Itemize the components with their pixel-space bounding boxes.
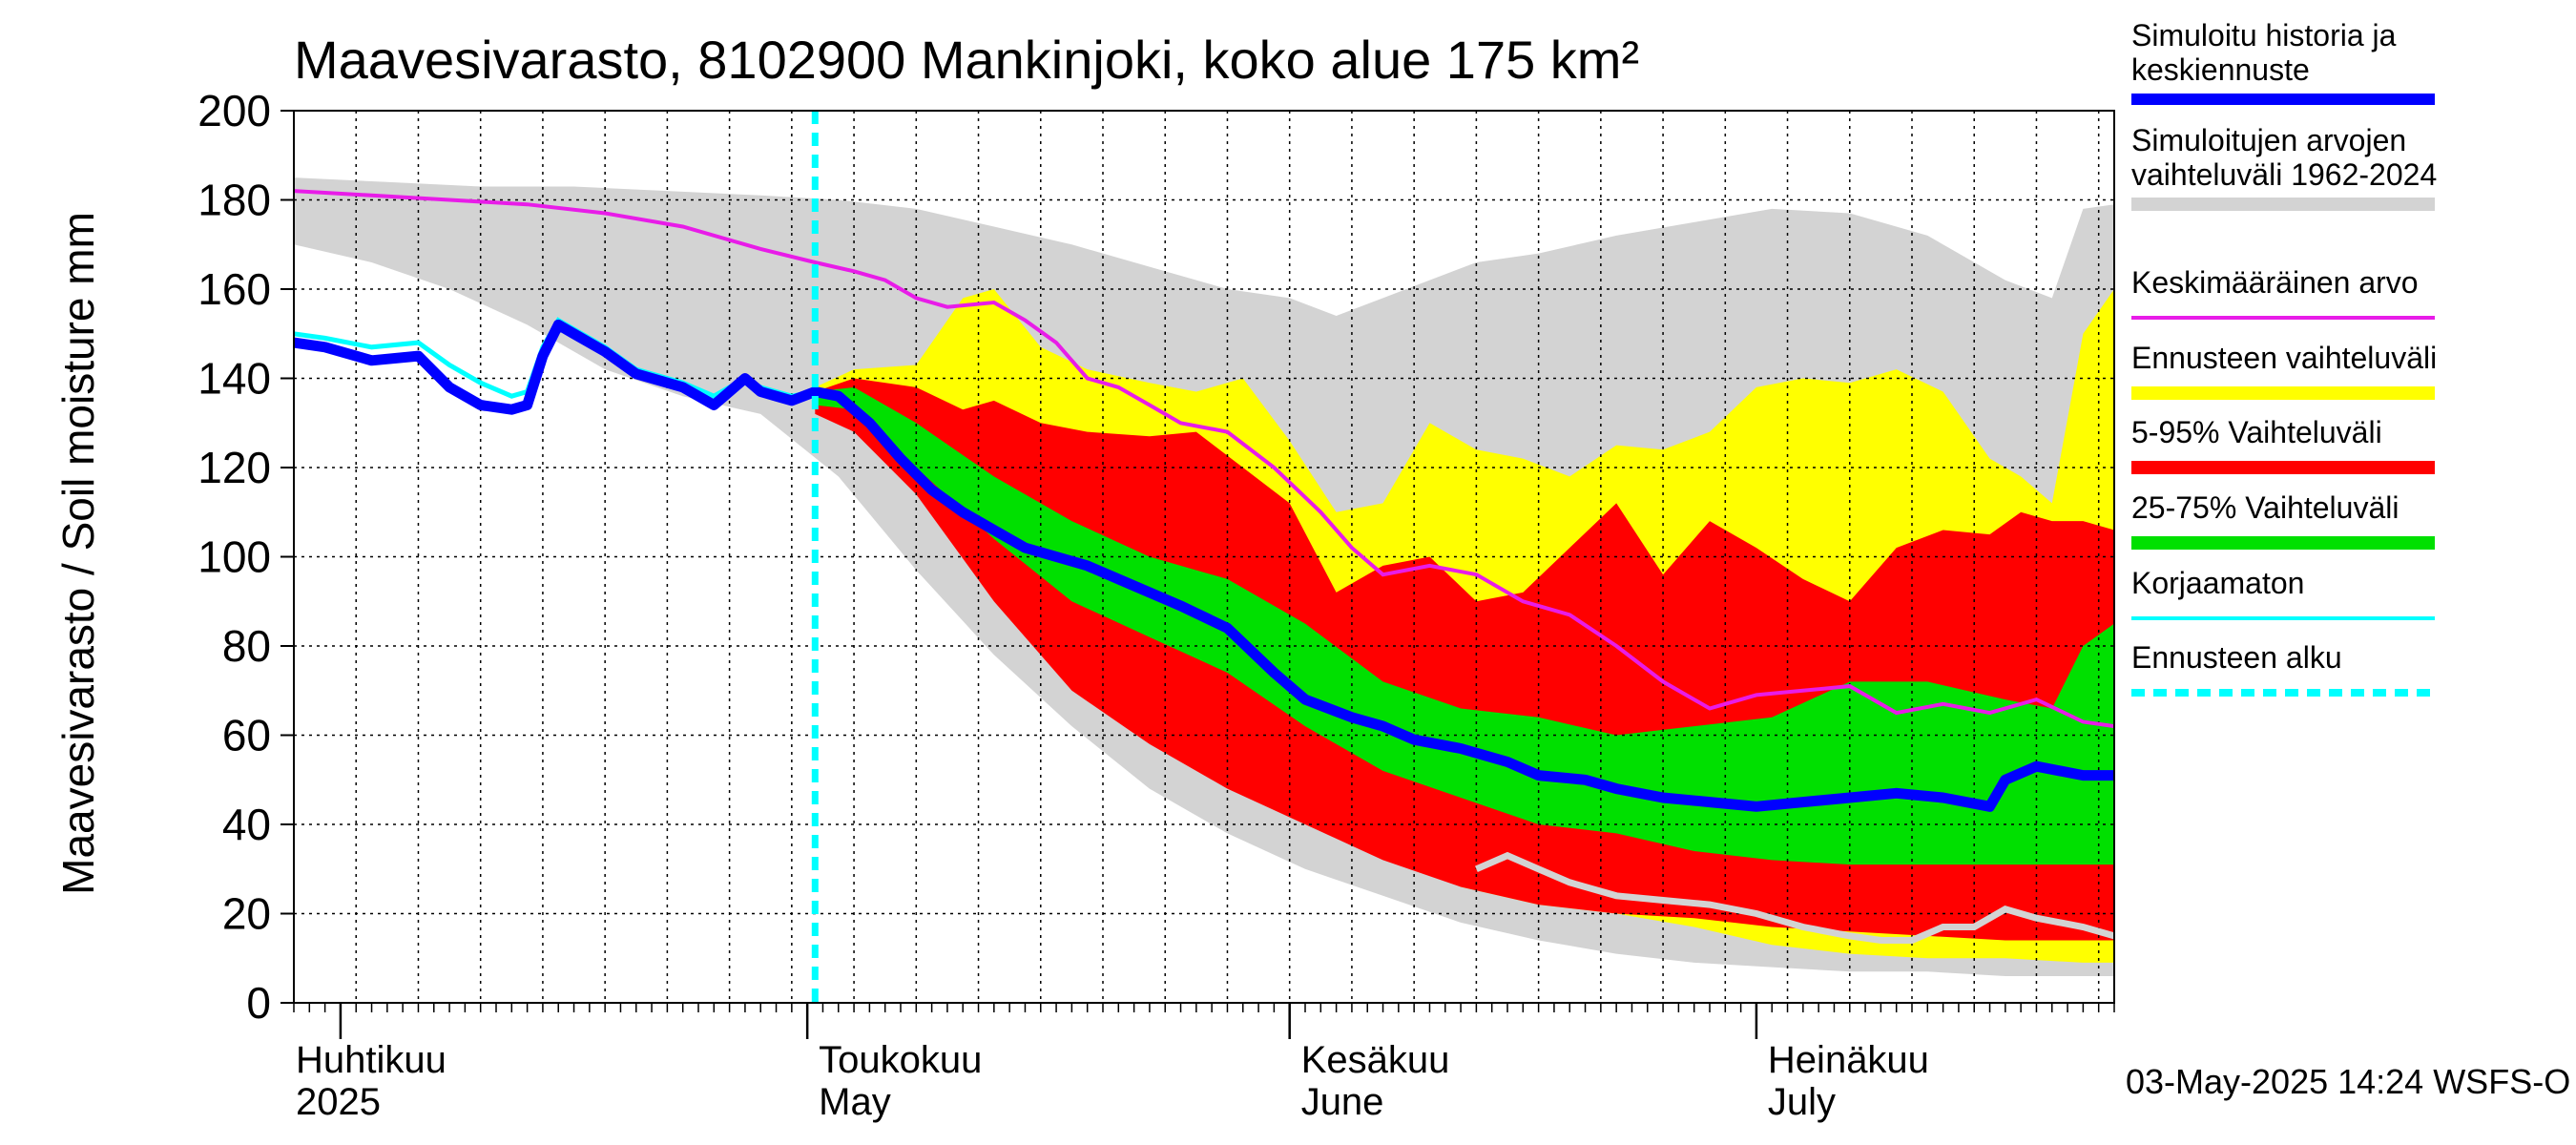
legend-label: keskiennuste xyxy=(2131,52,2310,87)
series-lines xyxy=(293,111,2115,1003)
legend-label: vaihteluväli 1962-2024 xyxy=(2131,157,2437,192)
y-tick-label: 40 xyxy=(222,800,271,849)
legend-label: 25-75% Vaihteluväli xyxy=(2131,490,2399,525)
y-tick-label: 20 xyxy=(222,889,271,939)
range-25-75-band xyxy=(815,386,2114,865)
legend-label: Simuloitu historia ja xyxy=(2131,18,2397,52)
simulated-forecast-line xyxy=(293,319,2114,812)
y-tick-label: 100 xyxy=(197,532,271,582)
x-axis-ticks xyxy=(293,1003,2115,1039)
y-tick-label: 160 xyxy=(197,264,271,314)
y-axis-label: Maavesivarasto / Soil moisture mm xyxy=(53,212,103,895)
month-label-en: 2025 xyxy=(296,1081,381,1123)
month-label-fi: Heinäkuu xyxy=(1768,1039,1929,1081)
legend-label: Keskimääräinen arvo xyxy=(2131,265,2419,300)
legend-label: Korjaamaton xyxy=(2131,566,2304,600)
chart-title: Maavesivarasto, 8102900 Mankinjoki, koko… xyxy=(294,30,1639,90)
y-tick-label: 0 xyxy=(246,978,271,1028)
y-tick-label: 140 xyxy=(197,354,271,404)
mean-value-line xyxy=(293,189,2115,729)
y-tick-label: 180 xyxy=(197,176,271,225)
timestamp-footer: 03-May-2025 14:24 WSFS-O xyxy=(2126,1062,2570,1101)
legend-label: Simuloitujen arvojen xyxy=(2131,123,2406,157)
month-label-en: July xyxy=(1768,1081,1836,1123)
y-tick-label: 60 xyxy=(222,711,271,760)
y-axis-ticks: 0 20 40 60 80 100 120 140 160 180 200 xyxy=(197,86,294,1028)
y-tick-label: 200 xyxy=(197,86,271,135)
month-label-en: May xyxy=(819,1081,891,1123)
month-label-fi: Huhtikuu xyxy=(296,1039,447,1081)
y-tick-label: 80 xyxy=(222,621,271,671)
legend-label: Ennusteen vaihteluväli xyxy=(2131,341,2437,375)
range-bands xyxy=(294,177,2114,977)
min-trace-line xyxy=(1475,851,2115,944)
legend-label: 5-95% Vaihteluväli xyxy=(2131,415,2382,449)
month-label-en: June xyxy=(1301,1081,1384,1123)
month-label-fi: Toukokuu xyxy=(819,1039,982,1081)
y-tick-label: 120 xyxy=(197,443,271,492)
legend-label: Ennusteen alku xyxy=(2131,640,2342,675)
month-label-fi: Kesäkuu xyxy=(1301,1039,1450,1081)
grid-lines xyxy=(294,111,2114,1003)
